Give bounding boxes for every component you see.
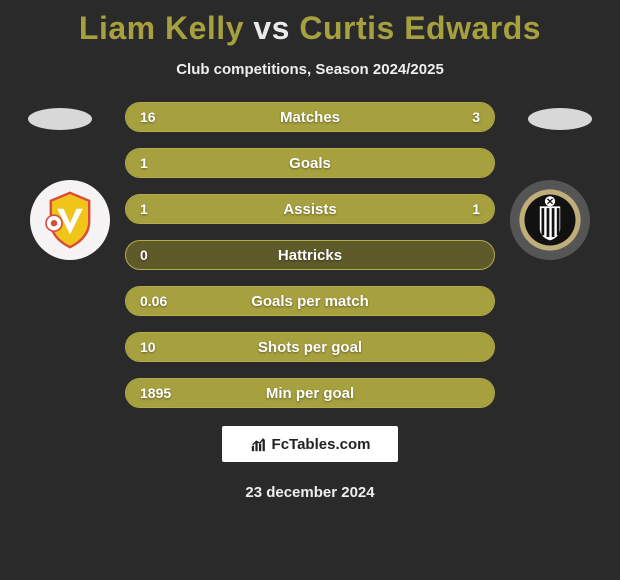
player1-club-crest bbox=[30, 180, 110, 260]
player2-name: Curtis Edwards bbox=[299, 10, 541, 46]
stat-label: Min per goal bbox=[126, 379, 494, 407]
stat-bars: 163Matches 1Goals 11Assists 0Hattricks 0.06G… bbox=[125, 102, 495, 408]
fctables-logo[interactable]: FcTables.com bbox=[222, 426, 398, 462]
stat-label: Goals per match bbox=[126, 287, 494, 315]
stat-row: 0.06Goals per match bbox=[125, 286, 495, 316]
fctables-text: FcTables.com bbox=[272, 436, 371, 453]
subtitle: Club competitions, Season 2024/2025 bbox=[0, 61, 620, 78]
date: 23 december 2024 bbox=[0, 484, 620, 501]
stat-row: 1Goals bbox=[125, 148, 495, 178]
stat-label: Assists bbox=[126, 195, 494, 223]
stat-label: Shots per goal bbox=[126, 333, 494, 361]
player2-club-crest bbox=[510, 180, 590, 260]
fctables-icon bbox=[250, 435, 268, 453]
vs-separator: vs bbox=[253, 10, 290, 46]
stat-row: 1895Min per goal bbox=[125, 378, 495, 408]
stat-label: Hattricks bbox=[126, 241, 494, 269]
player2-marker bbox=[528, 108, 592, 130]
notts-county-crest-icon bbox=[516, 186, 584, 254]
stat-row: 10Shots per goal bbox=[125, 332, 495, 362]
stat-label: Matches bbox=[126, 103, 494, 131]
stat-row: 11Assists bbox=[125, 194, 495, 224]
stat-row: 0Hattricks bbox=[125, 240, 495, 270]
stat-label: Goals bbox=[126, 149, 494, 177]
player1-name: Liam Kelly bbox=[79, 10, 244, 46]
stat-row: 163Matches bbox=[125, 102, 495, 132]
mk-dons-crest-icon bbox=[38, 188, 102, 252]
player1-marker bbox=[28, 108, 92, 130]
comparison-title: Liam Kelly vs Curtis Edwards bbox=[0, 0, 620, 47]
comparison-content: 163Matches 1Goals 11Assists 0Hattricks 0.06G… bbox=[0, 102, 620, 408]
